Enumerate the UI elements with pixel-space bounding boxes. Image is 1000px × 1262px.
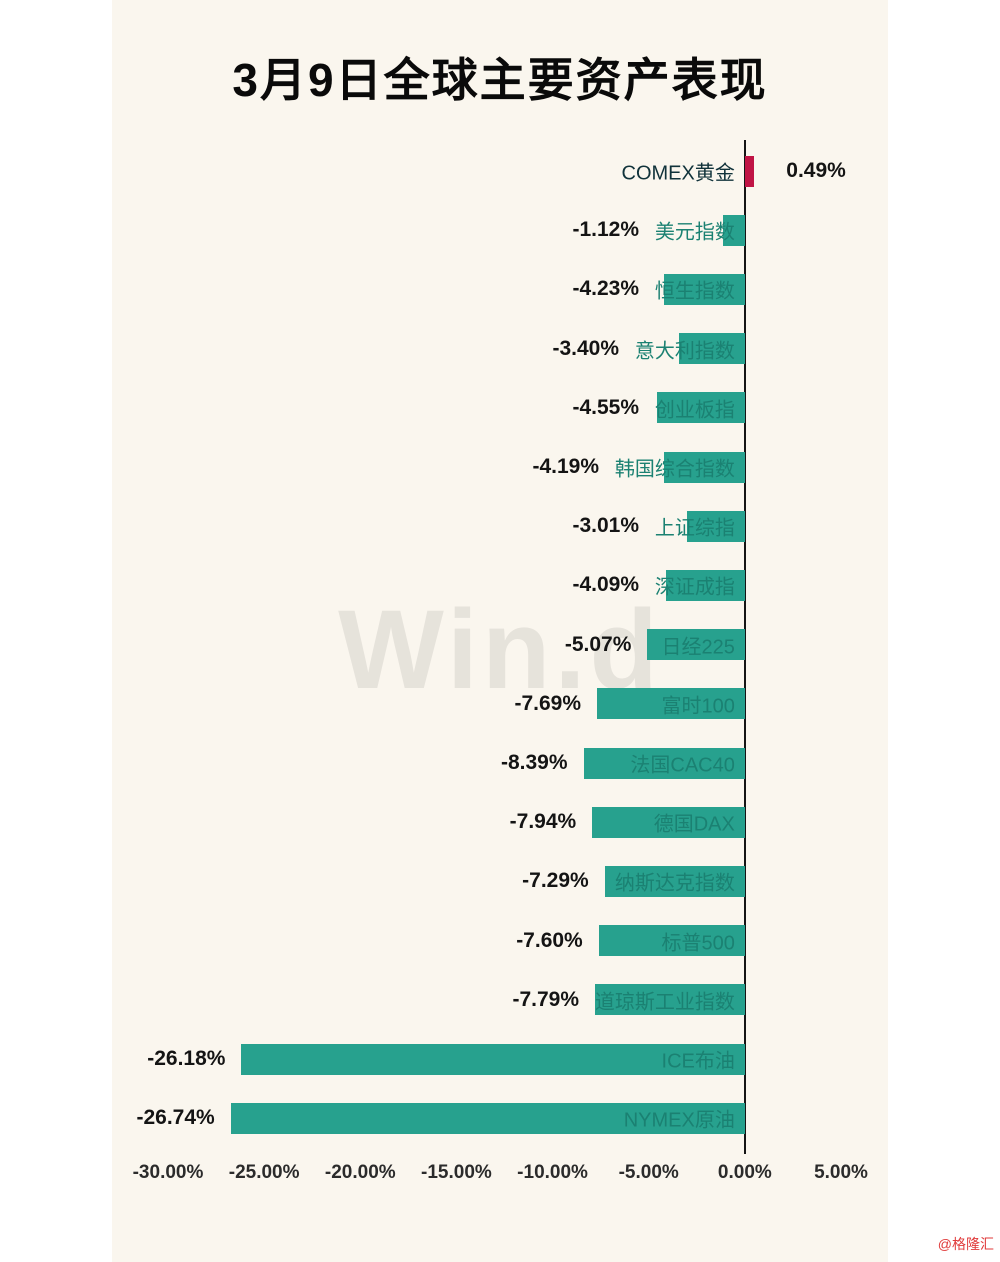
bar-value-label: -4.09% (572, 573, 639, 597)
bar-category-label: COMEX黄金 (621, 162, 735, 185)
bar-value-label: -1.12% (572, 218, 639, 242)
bar-value-label: -4.19% (532, 455, 599, 478)
bar-value-label: -3.01% (572, 514, 639, 538)
x-axis-tick: -15.00% (421, 1162, 492, 1183)
bar-category-label: 深证成指 (654, 576, 735, 599)
bar-value-label: -8.39% (500, 751, 568, 774)
bar (604, 865, 745, 897)
bar-value-label: -4.23% (572, 277, 639, 301)
bar-category-label: 韩国综合指数 (614, 458, 735, 481)
x-axis-tick: -20.00% (324, 1162, 396, 1183)
x-axis-tick: -25.00% (228, 1162, 300, 1183)
bar-category-label: 意大利指数 (634, 340, 735, 363)
bar-value-label: -3.40% (552, 336, 619, 360)
bar (583, 747, 745, 779)
bar-category-label: 纳斯达克指数 (614, 872, 735, 895)
bar-category-label: 德国DAX (653, 813, 735, 836)
bar (230, 1102, 745, 1134)
x-axis-tick: 0.00% (717, 1162, 772, 1183)
x-axis-tick: -30.00% (132, 1162, 204, 1183)
bar (647, 629, 745, 661)
bar-value-label: -4.55% (572, 395, 639, 419)
bar (663, 273, 745, 305)
x-axis-tick: 5.00% (814, 1162, 868, 1183)
bar-value-label: -7.60% (516, 928, 583, 952)
bar-category-label: 法国CAC40 (630, 754, 735, 777)
bar (241, 1043, 745, 1075)
bar-category-label: 上证综指 (654, 517, 735, 540)
bar (664, 451, 745, 483)
bar-category-label: NYMEX原油 (623, 1109, 735, 1132)
bar (592, 806, 745, 838)
zero-axis-line (743, 140, 746, 1154)
bar-category-label: 道琼斯工业指数 (594, 991, 735, 1014)
credit-badge: @格隆汇 (937, 1236, 994, 1252)
bar-category-label: ICE布油 (661, 1050, 735, 1073)
bar-value-label: -7.29% (522, 869, 589, 893)
bar-category-label: 美元指数 (654, 221, 735, 244)
bar (679, 333, 745, 365)
bar-value-label: -5.07% (564, 632, 632, 656)
bar-value-label: -7.79% (512, 987, 579, 1011)
bar (598, 925, 745, 957)
x-axis-tick: -5.00% (618, 1162, 679, 1183)
bar-value-label: -7.94% (509, 810, 577, 834)
bar (596, 688, 745, 720)
bar (686, 510, 745, 542)
bar-value-label: -26.74% (136, 1106, 215, 1130)
bar (595, 984, 745, 1016)
bar-value-label: 0.49% (786, 159, 846, 182)
bar-category-label: 富时100 (661, 695, 735, 718)
x-axis-tick: -10.00% (517, 1162, 588, 1183)
bar (723, 214, 745, 246)
bar-category-label: 日经225 (661, 636, 735, 659)
bar (657, 392, 745, 424)
bar-category-label: 创业板指 (654, 399, 735, 422)
bar (666, 569, 745, 601)
bar-value-label: -26.18% (147, 1047, 226, 1070)
bar-category-label: 恒生指数 (654, 280, 735, 303)
bar (744, 155, 755, 187)
bar-category-label: 标普500 (661, 932, 735, 955)
bar-value-label: -7.69% (514, 691, 581, 715)
chart-title: 3月9日全球主要资产表现 (232, 54, 768, 106)
